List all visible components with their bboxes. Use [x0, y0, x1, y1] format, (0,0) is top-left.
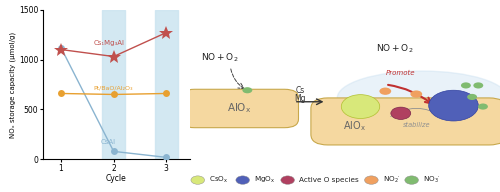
- Circle shape: [478, 103, 488, 110]
- Bar: [154, 10, 178, 159]
- Circle shape: [402, 114, 409, 118]
- Circle shape: [404, 111, 411, 116]
- Circle shape: [390, 111, 398, 116]
- Text: Cs: Cs: [296, 86, 304, 95]
- FancyBboxPatch shape: [180, 89, 298, 128]
- Text: Pt/BaO/Al₂O₃: Pt/BaO/Al₂O₃: [94, 86, 133, 91]
- Text: Active O species: Active O species: [299, 177, 359, 183]
- Circle shape: [405, 176, 418, 184]
- Text: $\mathrm{AlO_x}$: $\mathrm{AlO_x}$: [343, 119, 366, 133]
- Circle shape: [397, 115, 404, 120]
- Ellipse shape: [337, 71, 500, 125]
- Circle shape: [474, 82, 484, 89]
- Circle shape: [392, 108, 400, 113]
- Circle shape: [428, 90, 478, 121]
- Circle shape: [242, 87, 252, 93]
- Circle shape: [191, 176, 204, 184]
- Circle shape: [397, 107, 404, 112]
- Y-axis label: NOₓ storage capacity (μmol/g): NOₓ storage capacity (μmol/g): [10, 31, 16, 137]
- Text: CsAl: CsAl: [100, 139, 116, 145]
- Bar: [102, 10, 125, 159]
- Circle shape: [281, 176, 294, 184]
- Text: $\mathrm{MgO_x}$: $\mathrm{MgO_x}$: [254, 175, 276, 185]
- Circle shape: [392, 114, 400, 118]
- Text: $\mathrm{NO+O_2}$: $\mathrm{NO+O_2}$: [201, 51, 238, 64]
- Circle shape: [410, 90, 422, 98]
- Text: $\mathrm{AlO_x}$: $\mathrm{AlO_x}$: [228, 102, 252, 115]
- Circle shape: [364, 176, 378, 184]
- Circle shape: [236, 176, 250, 184]
- Text: Mg: Mg: [294, 94, 306, 103]
- Circle shape: [461, 82, 471, 89]
- Circle shape: [467, 94, 477, 100]
- Text: Cs₁Mg₃Al: Cs₁Mg₃Al: [94, 40, 124, 46]
- Text: $\mathrm{NO_2}^{\cdot}$: $\mathrm{NO_2}^{\cdot}$: [383, 175, 400, 185]
- Circle shape: [391, 107, 410, 119]
- Text: stabilize: stabilize: [402, 122, 430, 128]
- Circle shape: [380, 88, 391, 95]
- Circle shape: [402, 108, 409, 113]
- Circle shape: [342, 95, 380, 118]
- Text: $\mathrm{NO_3}^{\cdot}$: $\mathrm{NO_3}^{\cdot}$: [423, 175, 441, 185]
- FancyBboxPatch shape: [311, 98, 500, 145]
- Text: $\mathrm{CsO_x}$: $\mathrm{CsO_x}$: [209, 175, 229, 185]
- Text: Promote: Promote: [386, 70, 416, 76]
- Text: $\mathrm{NO+O_2}$: $\mathrm{NO+O_2}$: [376, 43, 414, 55]
- X-axis label: Cycle: Cycle: [106, 174, 126, 183]
